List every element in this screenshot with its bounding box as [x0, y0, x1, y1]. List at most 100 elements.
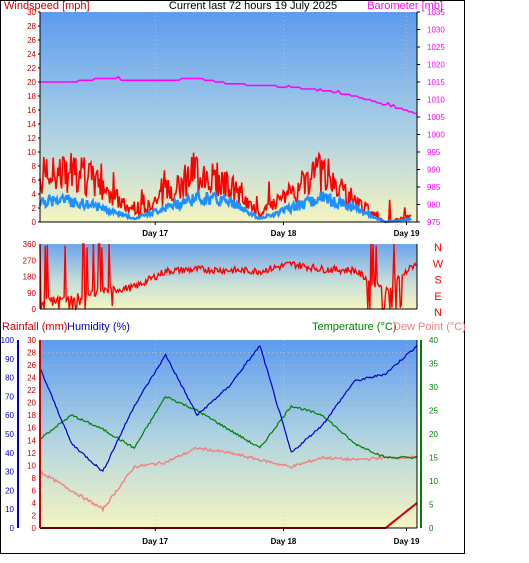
temperature-tick-label: 30	[429, 383, 438, 392]
humidity-tick-label: 0	[10, 524, 15, 533]
top-left-tick-label: 6	[32, 176, 37, 185]
rainfall-tick-label: 8	[32, 474, 37, 483]
dewpoint-line	[39, 446, 418, 513]
top-right-tick-label: 980	[427, 201, 441, 210]
windspeed-title: Windspeed [mph]	[4, 0, 90, 12]
top-right-tick-label: 1015	[427, 78, 445, 87]
temperature-tick-label: 10	[429, 477, 438, 486]
dewpoint-label: Dew Point (°C)	[393, 321, 466, 333]
rainfall-tick-label: 14	[27, 436, 36, 445]
rainfall-label: Rainfall (mm)	[2, 321, 67, 333]
rainfall-tick-label: 12	[27, 449, 36, 458]
top-right-tick-label: 995	[427, 148, 441, 157]
direction-letter: W	[433, 258, 444, 270]
humidity-tick-label: 50	[5, 430, 14, 439]
bottom-day-label: Day 18	[271, 537, 297, 546]
humidity-tick-label: 30	[5, 468, 14, 477]
humidity-tick-label: 20	[5, 486, 14, 495]
humidity-tick-label: 60	[5, 411, 14, 420]
bottom-axes: 0102030405060708090100024681012141618202…	[1, 336, 439, 546]
direction-tick-label: 270	[23, 256, 37, 265]
top-left-tick-label: 0	[32, 218, 37, 227]
direction-tick-label: 180	[23, 273, 37, 282]
rainfall-tick-label: 28	[27, 349, 36, 358]
rainfall-tick-label: 4	[32, 499, 37, 508]
top-right-tick-label: 1010	[427, 96, 445, 105]
wind-average-line	[38, 190, 412, 224]
top-right-tick-label: 1035	[427, 8, 445, 17]
humidity-tick-label: 90	[5, 355, 14, 364]
bottom-day-label: Day 19	[394, 537, 420, 546]
top-day-label: Day 17	[142, 229, 168, 238]
direction-letter: N	[434, 307, 442, 319]
top-left-tick-label: 30	[27, 8, 36, 17]
barometer-title: Barometer [mb]	[367, 0, 443, 12]
humidity-line	[39, 344, 418, 473]
temperature-tick-label: 40	[429, 336, 438, 345]
wind-gust-series	[39, 151, 412, 223]
temperature-tick-label: 25	[429, 407, 438, 416]
humidity-tick-label: 70	[5, 392, 14, 401]
rainfall-tick-label: 22	[27, 386, 36, 395]
humidity-tick-label: 100	[1, 336, 15, 345]
temperature-tick-label: 35	[429, 360, 438, 369]
top-left-tick-label: 2	[32, 204, 37, 213]
top-left-tick-label: 16	[27, 106, 36, 115]
rainfall-tick-label: 2	[32, 511, 37, 520]
top-right-tick-label: 990	[427, 166, 441, 175]
temperature-tick-label: 20	[429, 430, 438, 439]
temperature-tick-label: 15	[429, 454, 438, 463]
rainfall-tick-label: 26	[27, 361, 36, 370]
rainfall-tick-label: 6	[32, 486, 37, 495]
chart-title: Current last 72 hours 19 July 2025	[169, 0, 337, 12]
top-left-tick-label: 24	[27, 50, 36, 59]
humidity-tick-label: 80	[5, 374, 14, 383]
direction-tick-label: 0	[32, 305, 37, 314]
rainfall-tick-label: 24	[27, 374, 36, 383]
top-left-tick-label: 26	[27, 36, 36, 45]
bottom-panel	[40, 340, 417, 528]
top-left-tick-label: 12	[27, 134, 36, 143]
top-right-tick-label: 1020	[427, 61, 445, 70]
top-day-label: Day 18	[271, 229, 297, 238]
wind-direction-line	[39, 243, 417, 311]
rainfall-tick-label: 30	[27, 336, 36, 345]
rainfall-tick-label: 18	[27, 411, 36, 420]
top-axes: 0246810121416182022242628309759809859909…	[27, 8, 445, 238]
temperature-label: Temperature (°C)	[312, 321, 396, 333]
wind-average-series	[38, 190, 412, 224]
top-right-tick-label: 1005	[427, 113, 445, 122]
rainfall-tick-label: 20	[27, 399, 36, 408]
direction-tick-label: 360	[23, 240, 37, 249]
rainfall-tick-label: 10	[27, 461, 36, 470]
barometer-series	[40, 75, 417, 115]
top-left-tick-label: 18	[27, 92, 36, 101]
temperature-tick-label: 0	[429, 524, 434, 533]
rainfall-tick-label: 16	[27, 424, 36, 433]
barometer-line	[40, 75, 417, 115]
wind-direction-series	[39, 243, 417, 311]
humidity-tick-label: 40	[5, 449, 14, 458]
top-right-tick-label: 1025	[427, 43, 445, 52]
direction-axes: 0 90 180 270 360	[23, 240, 418, 314]
top-left-tick-label: 14	[27, 120, 36, 129]
direction-tick-label: 90	[27, 289, 36, 298]
top-right-tick-label: 985	[427, 183, 441, 192]
top-left-tick-label: 10	[27, 148, 36, 157]
temperature-line	[39, 396, 417, 460]
direction-letter: S	[434, 275, 441, 287]
rainfall-tick-label: 0	[32, 524, 37, 533]
top-day-label: Day 19	[394, 229, 420, 238]
humidity-tick-label: 10	[5, 505, 14, 514]
top-right-tick-label: 975	[427, 218, 441, 227]
top-left-tick-label: 20	[27, 78, 36, 87]
direction-letter: N	[434, 242, 442, 254]
wind-gust-line	[39, 151, 412, 223]
top-left-tick-label: 22	[27, 64, 36, 73]
top-left-tick-label: 28	[27, 22, 36, 31]
bottom-day-label: Day 17	[142, 537, 168, 546]
temperature-tick-label: 5	[429, 501, 434, 510]
